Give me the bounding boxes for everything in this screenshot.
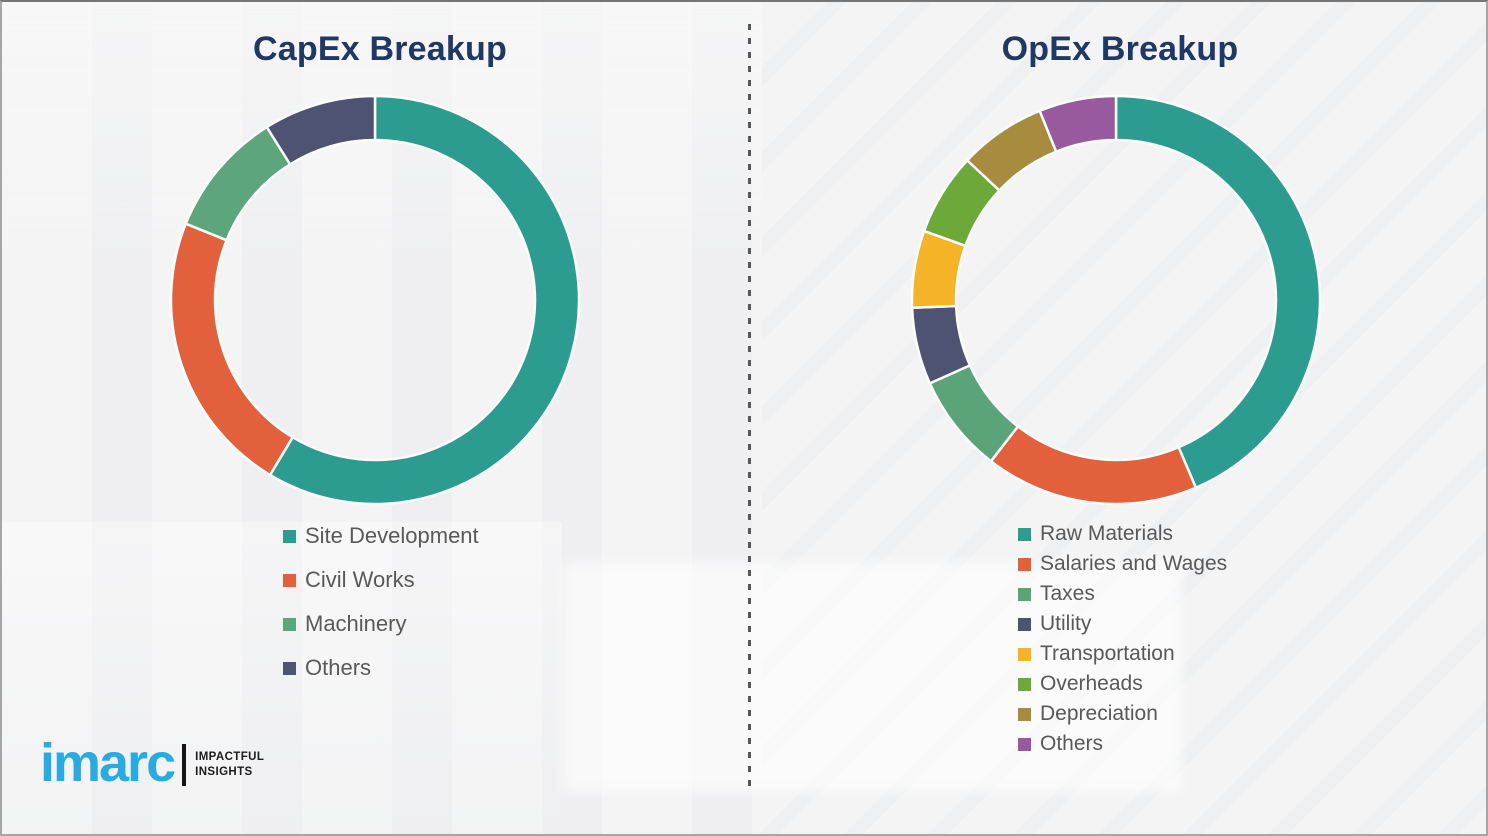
legend-item-salaries-and-wages: Salaries and Wages [1018,549,1227,579]
donut-segment [268,94,581,506]
legend-label: Overheads [1040,672,1143,695]
legend-label: Site Development [305,523,479,548]
donut-segment [184,125,292,242]
legend-color-swatch [1018,557,1031,571]
donut-segment [1038,94,1118,153]
legend-color-swatch [283,573,296,587]
capex-legend: Site Development Civil Works Machinery O… [283,514,479,690]
legend-color-swatch [1018,677,1031,691]
vertical-dashed-divider [748,24,751,792]
logo-divider-bar [182,744,187,786]
legend-item-capex-others: Others [283,646,479,690]
legend-color-swatch [1018,647,1031,661]
legend-color-swatch [283,529,296,543]
capex-donut-chart [168,93,582,507]
legend-label: Transportation [1040,642,1175,665]
logo-tagline-line1: IMPACTFUL [195,751,265,764]
legend-color-swatch [1018,587,1031,601]
legend-item-civil-works: Civil Works [283,558,479,602]
legend-item-transportation: Transportation [1018,639,1227,669]
legend-label: Utility [1040,612,1092,635]
legend-item-overheads: Overheads [1018,669,1227,699]
legend-label: Machinery [305,611,407,636]
legend-label: Taxes [1040,582,1095,605]
legend-item-utility: Utility [1018,609,1227,639]
legend-color-swatch [283,617,296,631]
legend-color-swatch [283,661,296,675]
legend-label: Raw Materials [1040,522,1174,545]
legend-color-swatch [1018,617,1031,631]
legend-item-taxes: Taxes [1018,579,1227,609]
legend-color-swatch [1018,707,1031,721]
donut-segment [989,425,1198,506]
imarc-logo-wordmark: imarc [40,733,176,793]
legend-color-swatch [1018,527,1031,541]
legend-label: Depreciation [1040,702,1158,725]
donut-segment [1114,94,1322,489]
legend-label: Civil Works [305,567,415,592]
opex-donut-chart [909,93,1323,507]
legend-item-site-development: Site Development [283,514,479,558]
logo-tagline-line2: INSIGHTS [195,766,253,778]
legend-label: Others [305,655,372,680]
capex-chart-title: CapEx Breakup [253,30,507,68]
legend-item-raw-materials: Raw Materials [1018,519,1227,549]
donut-segment [169,222,294,477]
legend-item-machinery: Machinery [283,602,479,646]
legend-color-swatch [1018,737,1031,751]
legend-label: Salaries and Wages [1040,552,1228,575]
imarc-logo: imarc IMPACTFUL INSIGHTS [40,733,264,793]
legend-label: Others [1040,732,1104,755]
donut-segment [265,94,377,166]
opex-legend: Raw Materials Salaries and Wages Taxes U… [1018,519,1227,759]
legend-item-opex-others: Others [1018,729,1227,759]
legend-item-depreciation: Depreciation [1018,699,1227,729]
opex-chart-title: OpEx Breakup [1001,30,1239,68]
logo-tagline: IMPACTFUL INSIGHTS [195,750,264,780]
